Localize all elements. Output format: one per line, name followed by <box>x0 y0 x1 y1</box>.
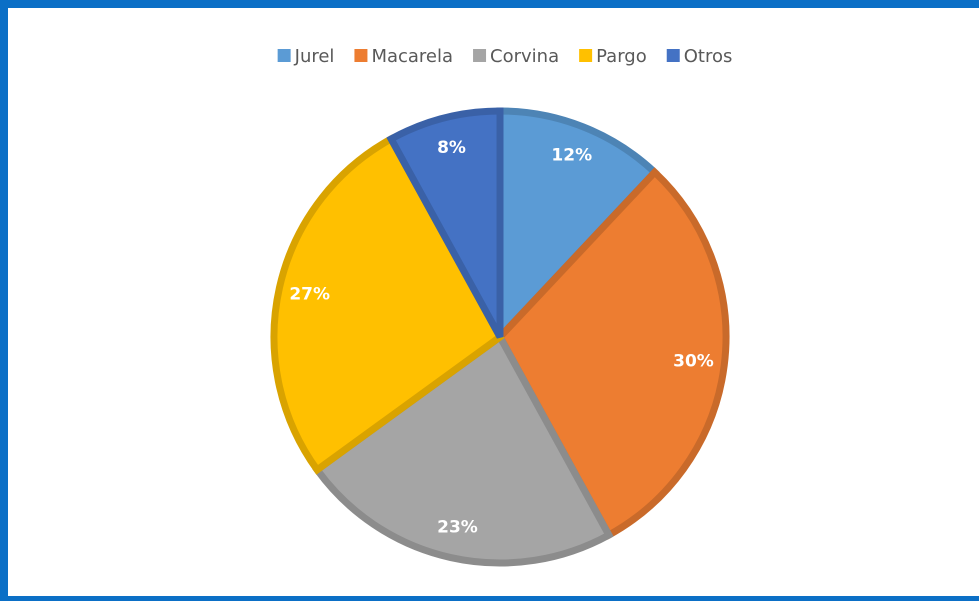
pie-slice <box>495 167 730 540</box>
data-label: 23% <box>437 517 478 537</box>
pie-slice <box>270 134 505 475</box>
legend-swatch <box>473 49 487 62</box>
legend-swatch <box>666 49 680 62</box>
legend-label: Macarela <box>371 46 453 67</box>
legend-label: Jurel <box>294 46 335 67</box>
legend-label: Otros <box>684 46 733 67</box>
legend-swatch <box>354 49 368 62</box>
legend-swatch <box>277 49 291 62</box>
legend-label: Pargo <box>596 46 647 67</box>
legend-label: Corvina <box>490 46 559 67</box>
data-label: 27% <box>289 284 330 304</box>
pie-slice <box>496 107 660 346</box>
data-label: 12% <box>551 146 592 166</box>
data-label: 8% <box>437 138 466 158</box>
data-label: 30% <box>673 351 714 371</box>
pie-slice <box>312 331 614 567</box>
legend-swatch <box>579 49 593 62</box>
pie-slice <box>386 107 504 339</box>
